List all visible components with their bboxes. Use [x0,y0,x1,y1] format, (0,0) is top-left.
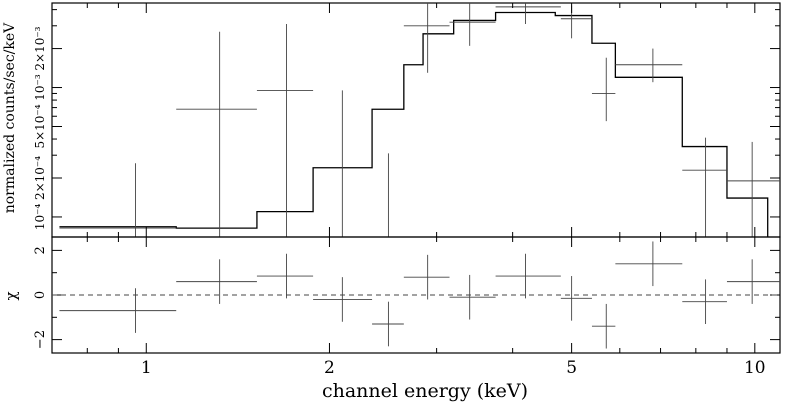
chi-tick-label: 2 [33,246,48,254]
x-tick-label: 1 [141,358,152,378]
chi-tick-label: 0 [33,291,48,299]
x-tick-label: 2 [324,358,335,378]
x-tick-label: 5 [566,358,577,378]
x-tick-label: 10 [744,358,766,378]
spectrum-panel: 10⁻⁴ 2×10⁻⁴ 5×10⁻⁴ 10⁻³ 2×10⁻³ [33,2,781,238]
x-axis-label: channel energy (keV) [322,380,528,402]
spectrum-y-axis-label: normalized counts/sec/keV [2,22,18,213]
chi-tick-label: −2 [33,330,48,349]
y-tick-label: 10⁻⁴ [33,204,47,231]
model-step-line [59,11,769,237]
residuals-y-axis-label: χ [2,291,20,300]
residuals-panel: 1 2 5 10 −2 0 2 [33,3,781,378]
y-tick-label: 2×10⁻⁴ [33,156,47,200]
y-tick-label: 5×10⁻⁴ [33,104,47,148]
spectrum-frame [51,2,781,238]
y-tick-label: 10⁻³ [33,74,47,101]
y-tick-label: 2×10⁻³ [33,26,47,70]
